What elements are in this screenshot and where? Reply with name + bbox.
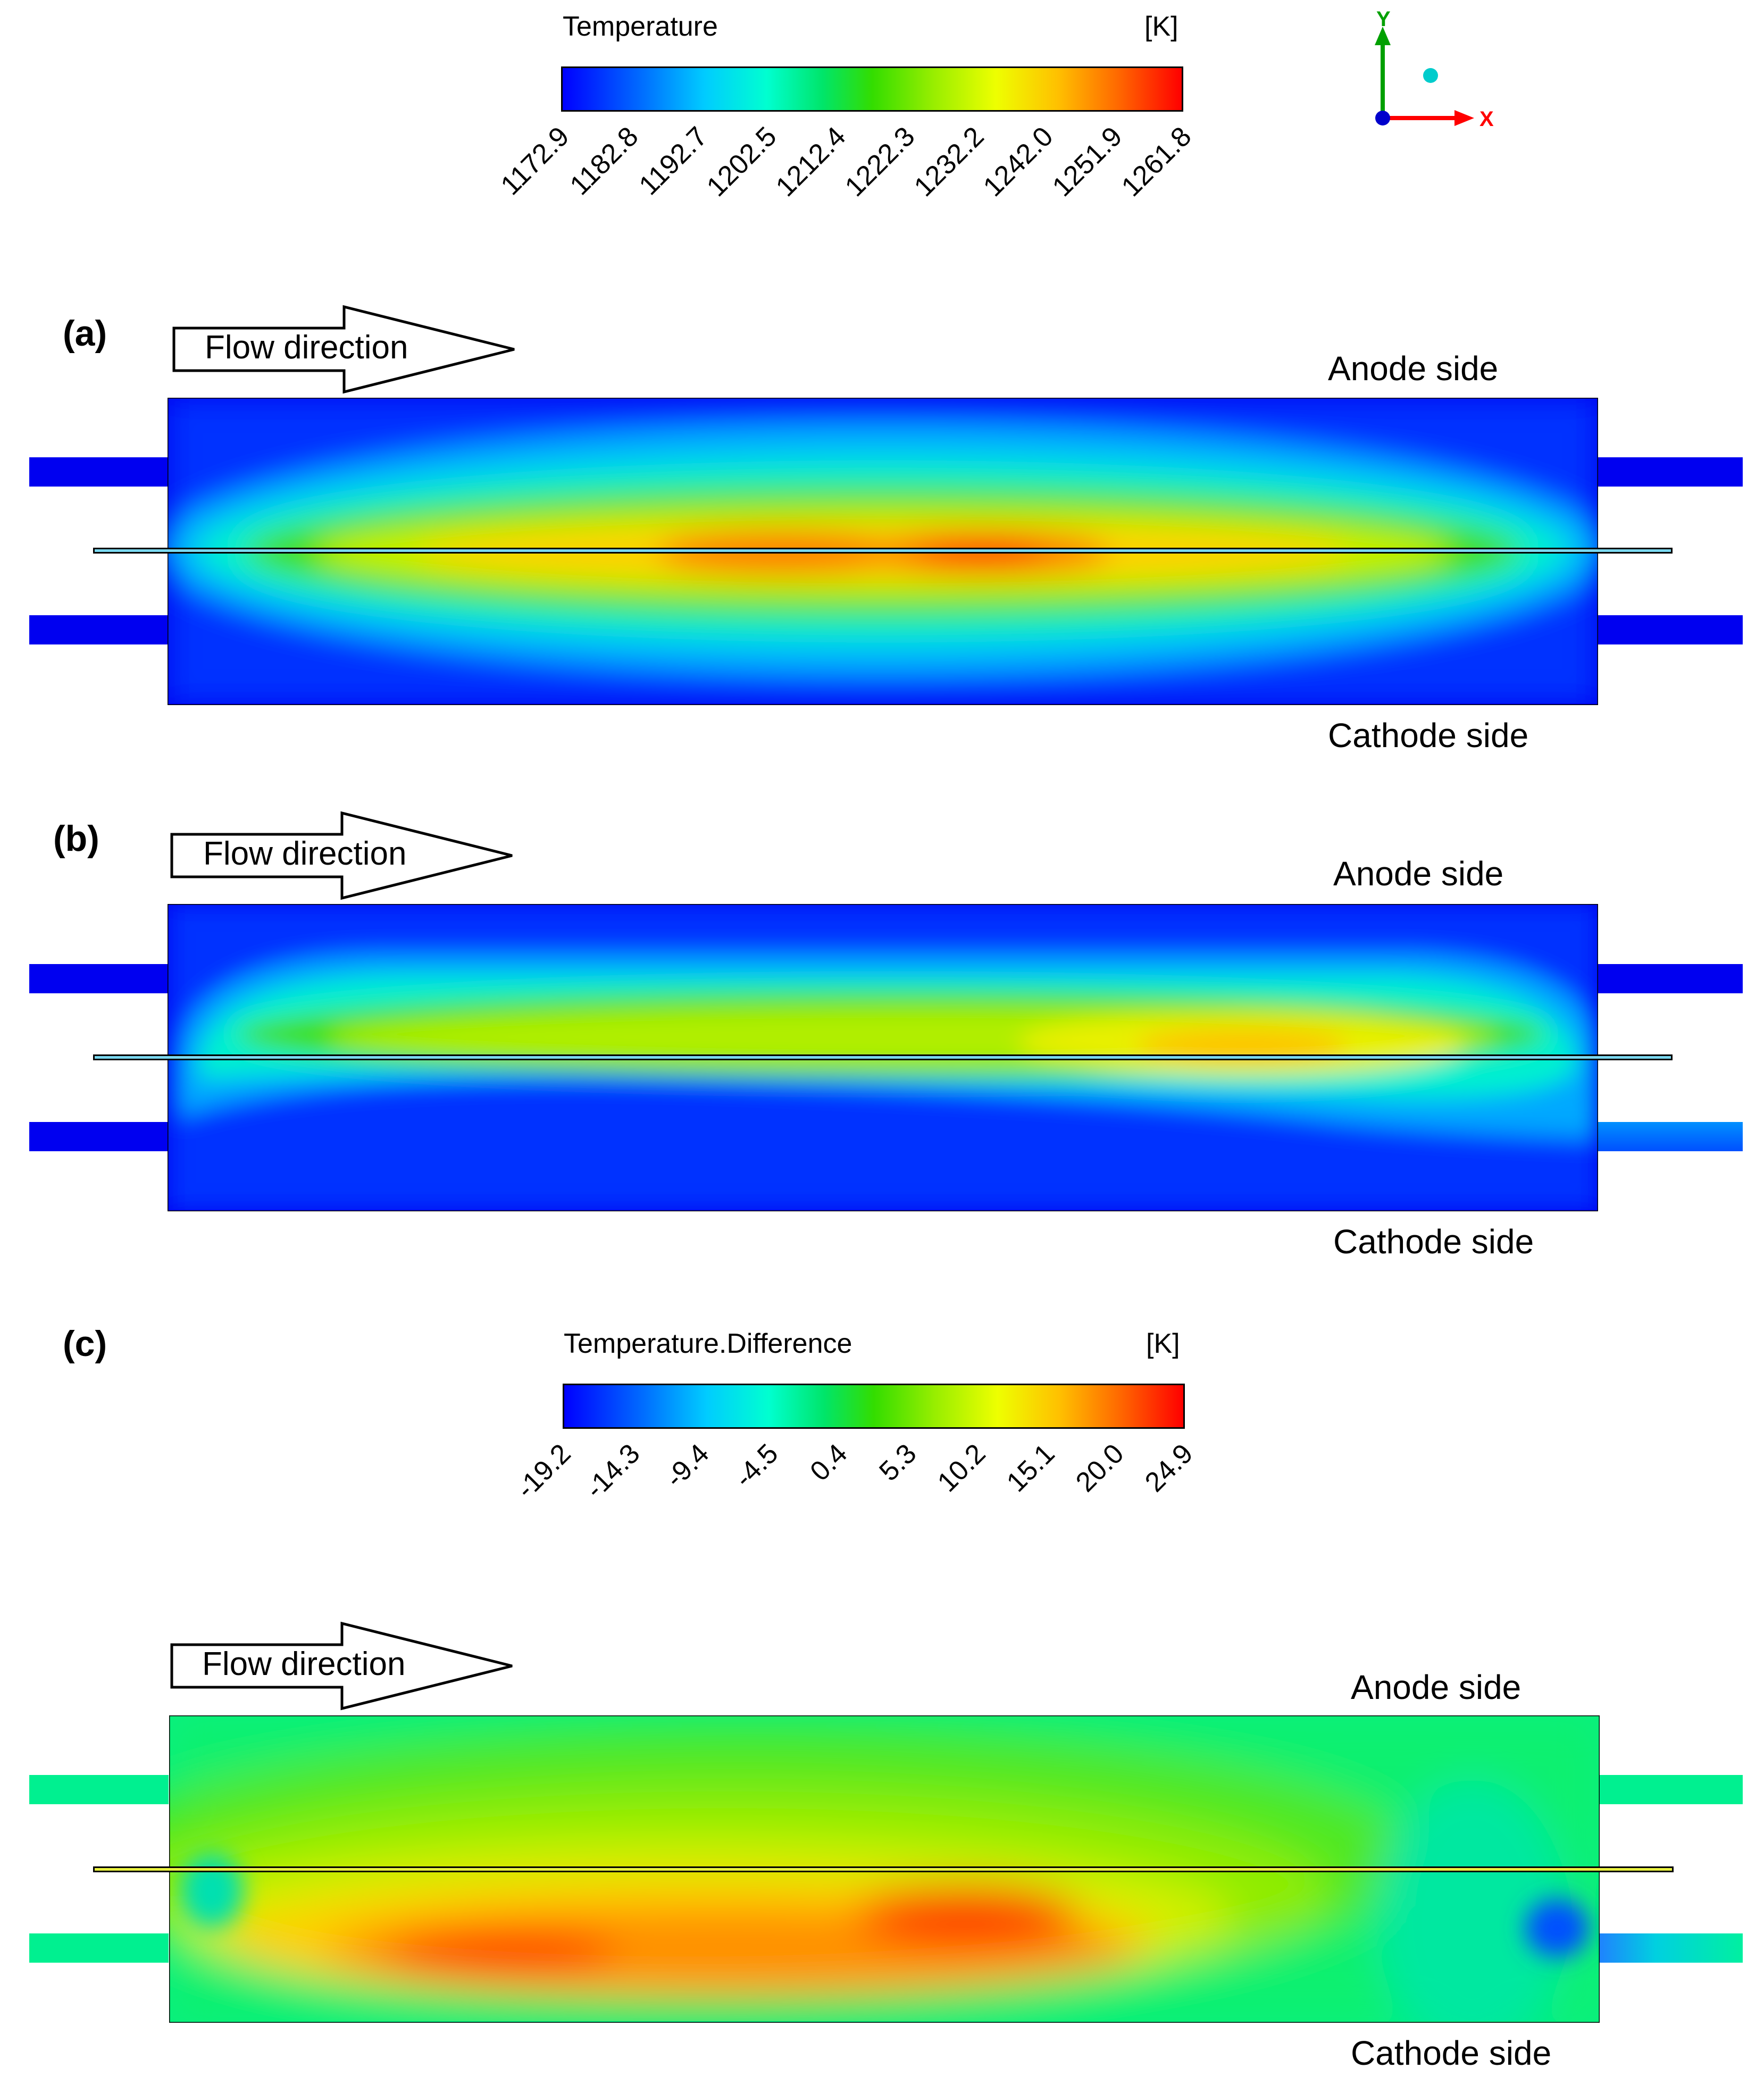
legend-title: Temperature bbox=[563, 11, 718, 42]
flow-direction-arrow bbox=[172, 305, 515, 394]
anode-outlet-channel bbox=[1596, 964, 1743, 993]
axis-triad bbox=[1375, 27, 1474, 126]
cathode-inlet-channel bbox=[29, 1933, 169, 1963]
temperature-colorbar bbox=[561, 66, 1183, 112]
x-axis-label: X bbox=[1479, 107, 1494, 131]
cathode-outlet-channel bbox=[1596, 615, 1743, 644]
y-axis-label: Y bbox=[1376, 7, 1391, 31]
cathode-side-label: Cathode side bbox=[1333, 1222, 1534, 1261]
flow-direction-arrow bbox=[170, 1621, 513, 1711]
panel-label: (c) bbox=[63, 1324, 107, 1364]
legend-unit: [K] bbox=[1144, 11, 1178, 42]
anode-inlet-channel bbox=[29, 457, 169, 487]
legend-unit: [K] bbox=[1146, 1328, 1180, 1359]
panel-label: (b) bbox=[53, 818, 99, 859]
legend-title: Temperature.Difference bbox=[564, 1328, 852, 1359]
cathode-inlet-channel bbox=[29, 615, 169, 644]
cathode-side-label: Cathode side bbox=[1351, 2034, 1552, 2072]
flow-direction-label: Flow direction bbox=[205, 329, 408, 366]
temperature-difference-colorbar bbox=[563, 1384, 1185, 1429]
panel-label: (a) bbox=[63, 313, 107, 354]
flow-direction-arrow bbox=[170, 811, 513, 900]
x-axis-arrow bbox=[1454, 110, 1474, 126]
electrolyte-layer bbox=[93, 548, 1673, 554]
cathode-side-label: Cathode side bbox=[1328, 716, 1529, 755]
cathode-inlet-channel bbox=[29, 1122, 169, 1151]
anode-outlet-channel bbox=[1598, 1775, 1743, 1804]
electrolyte-layer bbox=[93, 1866, 1674, 1872]
origin-dot bbox=[1375, 111, 1390, 125]
y-axis-arrow bbox=[1375, 27, 1391, 45]
flow-direction-label: Flow direction bbox=[202, 1646, 406, 1682]
anode-side-label: Anode side bbox=[1333, 855, 1504, 893]
anode-inlet-channel bbox=[29, 1775, 169, 1804]
anode-inlet-channel bbox=[29, 964, 169, 993]
anode-side-label: Anode side bbox=[1328, 349, 1499, 388]
electrolyte-layer bbox=[93, 1054, 1673, 1060]
anode-side-label: Anode side bbox=[1351, 1668, 1521, 1706]
z-axis-dot bbox=[1423, 68, 1438, 83]
cathode-outlet-channel bbox=[1596, 1122, 1743, 1151]
cathode-outlet-channel bbox=[1598, 1933, 1743, 1963]
anode-outlet-channel bbox=[1596, 457, 1743, 487]
flow-direction-label: Flow direction bbox=[203, 835, 407, 872]
